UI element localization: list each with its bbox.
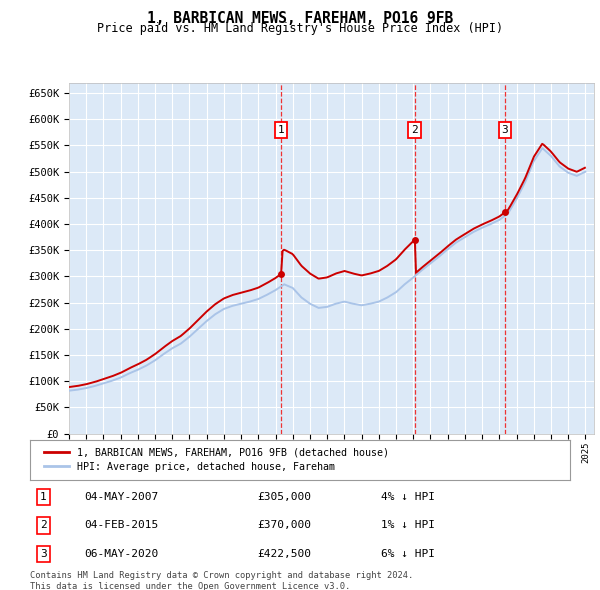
Text: 04-FEB-2015: 04-FEB-2015: [84, 520, 158, 530]
Text: £305,000: £305,000: [257, 492, 311, 502]
Text: Contains HM Land Registry data © Crown copyright and database right 2024.
This d: Contains HM Land Registry data © Crown c…: [30, 571, 413, 590]
Text: 3: 3: [40, 549, 47, 559]
Text: £370,000: £370,000: [257, 520, 311, 530]
Text: £422,500: £422,500: [257, 549, 311, 559]
Text: 06-MAY-2020: 06-MAY-2020: [84, 549, 158, 559]
Text: 1: 1: [40, 492, 47, 502]
Text: 1: 1: [278, 125, 284, 135]
Text: 1% ↓ HPI: 1% ↓ HPI: [381, 520, 435, 530]
Text: 04-MAY-2007: 04-MAY-2007: [84, 492, 158, 502]
Text: 1, BARBICAN MEWS, FAREHAM, PO16 9FB: 1, BARBICAN MEWS, FAREHAM, PO16 9FB: [147, 11, 453, 25]
Text: Price paid vs. HM Land Registry's House Price Index (HPI): Price paid vs. HM Land Registry's House …: [97, 22, 503, 35]
Text: 6% ↓ HPI: 6% ↓ HPI: [381, 549, 435, 559]
Text: 2: 2: [411, 125, 418, 135]
Text: 4% ↓ HPI: 4% ↓ HPI: [381, 492, 435, 502]
Text: 3: 3: [502, 125, 508, 135]
Legend: 1, BARBICAN MEWS, FAREHAM, PO16 9FB (detached house), HPI: Average price, detach: 1, BARBICAN MEWS, FAREHAM, PO16 9FB (det…: [40, 444, 394, 476]
Text: 2: 2: [40, 520, 47, 530]
